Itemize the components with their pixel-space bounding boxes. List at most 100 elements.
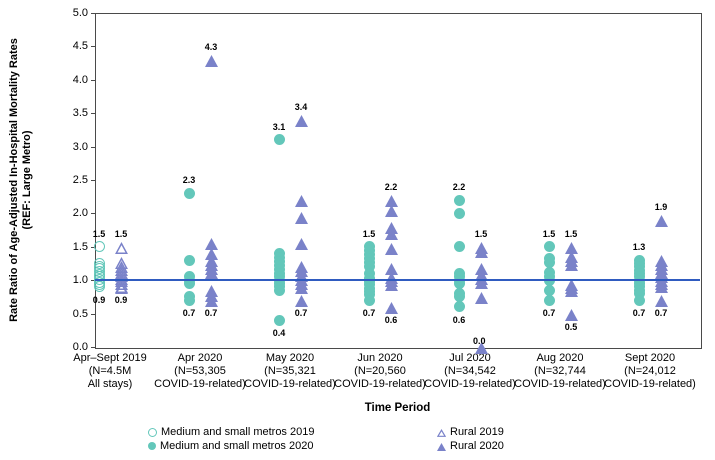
marker-metro-2020 [453, 207, 465, 219]
marker-rural-2020 [564, 241, 578, 259]
y-tick-mark [91, 79, 95, 81]
data-point-label: 0.7 [654, 308, 668, 319]
legend-item-rural-2020: Rural 2020 [437, 439, 504, 453]
reference-line [95, 279, 700, 282]
marker-metro-2020 [183, 278, 195, 290]
legend-label: Rural 2020 [450, 440, 504, 452]
x-category-label-line: (N=35,321 [264, 365, 316, 377]
data-point-label: 3.4 [294, 101, 308, 112]
marker-rural-2020 [204, 54, 218, 72]
x-category-label-line: COVID-19-related) [604, 378, 696, 390]
marker-metro-2020 [273, 314, 285, 326]
data-point-label: 2.2 [384, 182, 398, 193]
marker-rural-2020 [384, 278, 398, 296]
marker-rural-2020 [204, 294, 218, 312]
x-category-label-line: COVID-19-related) [334, 378, 426, 390]
legend-marker-rural-2019 [436, 428, 447, 437]
marker-metro-2020 [273, 284, 285, 296]
marker-rural-2020 [294, 237, 308, 255]
data-point-label: 4.3 [204, 41, 218, 52]
y-tick-mark [91, 13, 95, 14]
data-point-label: 1.5 [564, 228, 578, 239]
y-tick-label: 1.5 [72, 240, 88, 253]
marker-rural-2019 [114, 281, 128, 299]
marker-rural-2020 [474, 245, 488, 263]
marker-metro-2020 [453, 241, 465, 253]
x-category-label-line: COVID-19-related) [154, 378, 246, 390]
y-tick-label: 3.5 [72, 107, 88, 120]
marker-rural-2020 [384, 262, 398, 280]
y-axis-title-line2: (REF: Large Metro) [21, 130, 33, 230]
data-point-label: 0.5 [564, 321, 578, 332]
data-point-label: 0.9 [114, 294, 128, 305]
marker-metro-2020 [543, 294, 555, 306]
x-category-label: Jun 2020 (N=20,560 COVID-19-related) [315, 352, 445, 391]
marker-metro-2020 [273, 134, 285, 146]
marker-rural-2020 [564, 284, 578, 302]
legend-item-rural-2019: Rural 2019 [436, 425, 504, 439]
data-point-label: 0.7 [182, 308, 196, 319]
marker-rural-2020 [474, 291, 488, 309]
marker-rural-2020 [654, 294, 668, 312]
marker-rural-2020 [474, 276, 488, 294]
data-point-label: 0.0 [473, 336, 486, 346]
marker-rural-2019 [114, 274, 128, 292]
marker-rural-2020 [204, 237, 218, 255]
data-point-label: 0.7 [294, 308, 308, 319]
marker-metro-2020 [453, 194, 465, 206]
marker-metro-2020 [453, 291, 465, 303]
data-point-label: 0.7 [542, 308, 556, 319]
y-tick-mark [91, 46, 95, 48]
data-point-label: 0.6 [384, 314, 398, 325]
y-tick-label: 1.0 [72, 274, 88, 287]
marker-metro-2020 [183, 254, 195, 266]
legend-marker-rural-2020 [437, 442, 446, 451]
x-category-label-line: COVID-19-related) [514, 378, 606, 390]
x-category-label-line: Sept 2020 [624, 352, 676, 364]
y-tick-mark [91, 213, 95, 215]
data-point-label: 0.7 [204, 308, 218, 319]
marker-rural-2020 [654, 280, 668, 298]
legend-marker-metro-2020 [148, 442, 156, 450]
marker-rural-2020 [474, 341, 488, 359]
data-point-label: 1.5 [542, 228, 556, 239]
y-tick-label: 3.0 [72, 140, 88, 153]
x-category-label-line: Jun 2020 [357, 352, 403, 364]
marker-rural-2019 [114, 277, 128, 295]
x-category-label-line: (N=53,305 [174, 365, 226, 377]
x-axis-title: Time Period [364, 402, 431, 414]
marker-rural-2020 [294, 294, 308, 312]
marker-rural-2020 [384, 301, 398, 319]
legend-item-metro-2020: Medium and small metros 2020 [148, 439, 313, 453]
marker-metro-2020 [183, 187, 195, 199]
marker-metro-2019 [93, 241, 105, 253]
marker-metro-2020 [633, 294, 645, 306]
x-category-label-line: (N=20,560 [354, 365, 406, 377]
legend-item-metro-2019: Medium and small metros 2019 [148, 425, 314, 439]
legend-label: Medium and small metros 2020 [160, 440, 314, 452]
data-point-label: 1.3 [632, 242, 646, 253]
data-point-label: 2.2 [452, 182, 466, 193]
marker-rural-2020 [294, 211, 308, 229]
y-tick-mark [91, 113, 95, 115]
marker-rural-2020 [204, 266, 218, 284]
legend-marker-metro-2019 [148, 427, 157, 437]
y-tick-mark [91, 347, 95, 348]
marker-rural-2020 [654, 214, 668, 232]
marker-metro-2020 [363, 261, 375, 273]
data-point-label: 1.5 [362, 228, 376, 239]
marker-metro-2019 [93, 281, 105, 293]
y-tick-mark [91, 146, 95, 148]
marker-metro-2020 [363, 294, 375, 306]
y-tick-label: 2.0 [72, 207, 88, 220]
marker-metro-2020 [453, 278, 465, 290]
data-point-label: 0.7 [362, 308, 376, 319]
y-tick-mark [91, 180, 95, 181]
data-point-label: 1.5 [474, 228, 488, 239]
y-tick-mark [91, 246, 95, 248]
marker-rural-2020 [384, 204, 398, 222]
x-category-label: Aug 2020 (N=32,744 COVID-19-related) [495, 352, 625, 391]
marker-rural-2020 [294, 194, 308, 212]
marker-rural-2020 [384, 221, 398, 239]
